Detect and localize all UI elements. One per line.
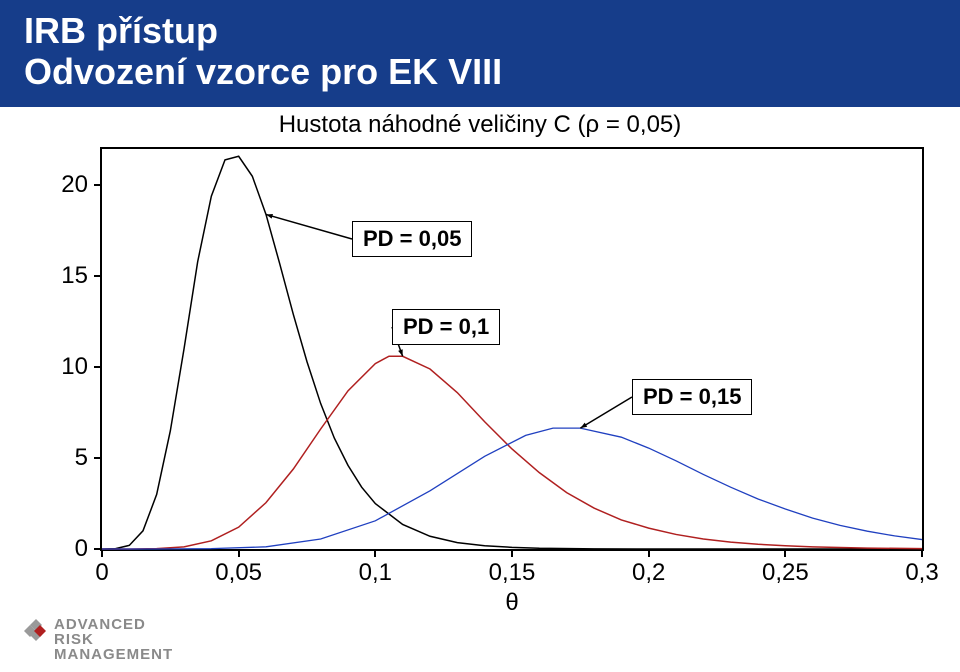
logo-text-line: RISK — [54, 632, 173, 647]
logo-text-line: MANAGEMENT — [54, 647, 173, 662]
series-callout: PD = 0,05 — [352, 221, 472, 257]
series-line — [102, 156, 922, 549]
chart-area: Hustota náhodné veličiny C (ρ = 0,05) 05… — [20, 111, 940, 611]
brand-logo: ADVANCED RISK MANAGEMENT — [24, 617, 173, 662]
header-line-2: Odvození vzorce pro EK VIII — [24, 51, 936, 92]
callout-arrow — [580, 397, 632, 428]
series-callout: PD = 0,15 — [632, 379, 752, 415]
series-line — [102, 356, 922, 549]
logo-diamond-icon — [24, 619, 46, 641]
header-line-1: IRB přístup — [24, 10, 936, 51]
chart-title: Hustota náhodné veličiny C (ρ = 0,05) — [20, 111, 940, 139]
x-axis-label: θ — [505, 549, 518, 617]
logo-text: ADVANCED RISK MANAGEMENT — [54, 617, 173, 662]
plot-box: 0510152000,050,10,150,20,250,3θPD = 0,05… — [100, 147, 924, 551]
callout-arrow — [266, 214, 352, 239]
header-bar: IRB přístup Odvození vzorce pro EK VIII — [0, 0, 960, 107]
logo-text-line: ADVANCED — [54, 617, 173, 632]
series-line — [102, 428, 922, 549]
series-callout: PD = 0,1 — [392, 309, 500, 345]
